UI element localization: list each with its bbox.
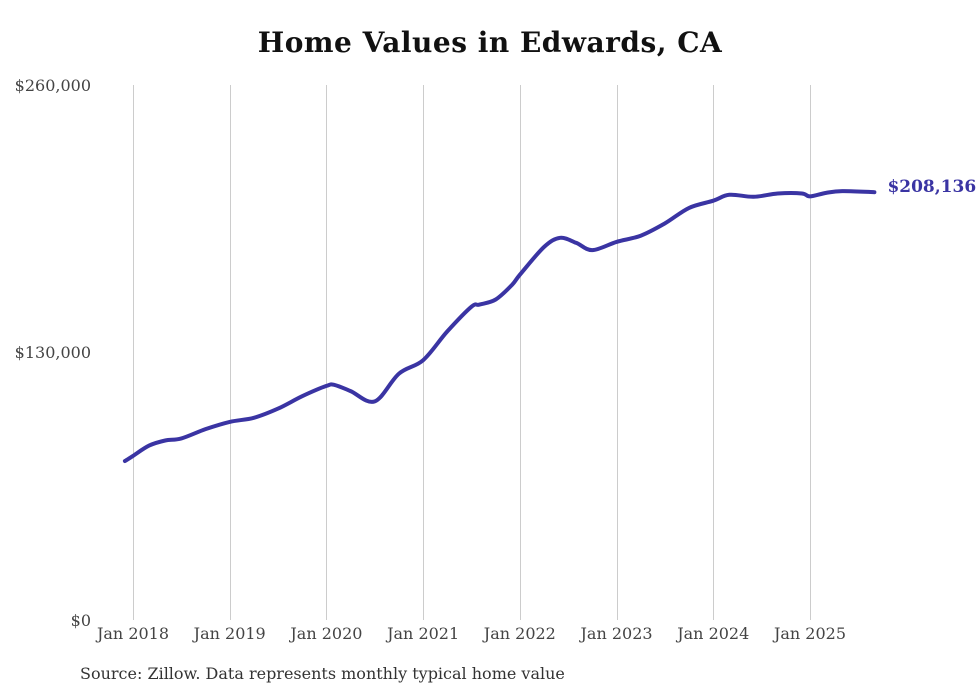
- final-value-label: $208,136: [887, 177, 977, 198]
- x-tick-label: Jan 2024: [677, 624, 750, 643]
- x-tick-label: Jan 2023: [580, 624, 653, 643]
- y-tick-label: $0: [70, 610, 91, 630]
- x-tick-label: Jan 2019: [193, 624, 266, 643]
- x-tick-label: Jan 2020: [290, 624, 363, 643]
- x-tick-label: Jan 2021: [387, 624, 460, 643]
- x-tick-label: Jan 2025: [773, 624, 846, 643]
- source-note: Source: Zillow. Data represents monthly …: [80, 664, 565, 683]
- y-tick-label: $130,000: [14, 343, 91, 362]
- x-tick-label: Jan 2018: [96, 624, 170, 643]
- home-value-line: [122, 189, 877, 463]
- y-tick-label: $260,000: [14, 75, 91, 95]
- x-tick-label: Jan 2022: [483, 624, 556, 643]
- chart-title: Home Values in Edwards, CA: [257, 26, 723, 59]
